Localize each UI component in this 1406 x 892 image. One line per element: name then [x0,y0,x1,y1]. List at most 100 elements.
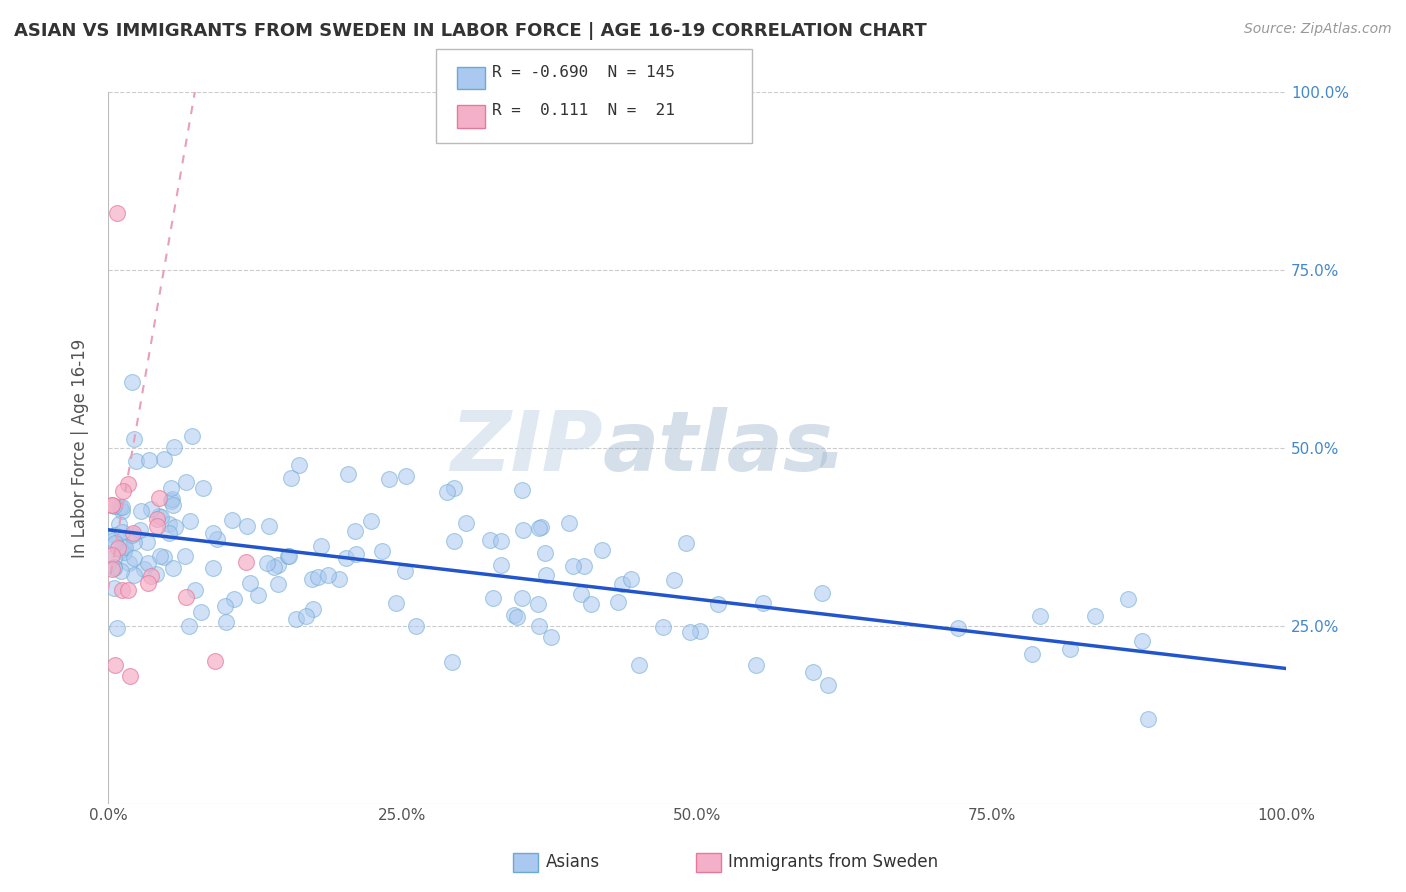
Point [1116,592,1139,607]
Point [205,533,228,547]
Point [506,610,529,624]
Text: Source: ZipAtlas.com: Source: ZipAtlas.com [1244,22,1392,37]
Point [112,544,135,558]
Text: Asians: Asians [546,853,599,871]
Point [344,547,367,561]
Point [489,558,512,573]
Point [343,524,366,539]
Point [148,491,170,505]
Point [1059,641,1081,656]
Point [443,534,465,549]
Point [801,665,824,680]
Point [153,452,176,467]
Point [100,498,122,512]
Point [572,559,595,574]
Point [540,630,562,644]
Point [309,539,332,553]
Point [239,576,262,591]
Point [145,566,167,581]
Text: ZIP: ZIP [450,408,603,489]
Point [534,567,557,582]
Point [256,556,278,570]
Point [103,560,125,574]
Point [335,550,357,565]
Point [157,517,180,532]
Point [527,521,550,535]
Point [100,548,122,562]
Point [110,565,132,579]
Point [136,557,159,571]
Point [295,608,318,623]
Point [145,512,167,526]
Point [122,535,145,549]
Point [111,503,134,517]
Point [527,597,550,611]
Point [163,441,186,455]
Point [125,454,148,468]
Point [456,516,478,530]
Point [607,595,630,609]
Point [370,544,392,558]
Point [707,597,730,611]
Point [162,561,184,575]
Point [263,560,285,574]
Point [103,581,125,595]
Point [533,546,555,560]
Point [121,526,143,541]
Point [288,458,311,472]
Point [360,514,382,528]
Y-axis label: In Labor Force | Age 16-19: In Labor Force | Age 16-19 [72,338,89,558]
Point [103,550,125,565]
Text: R =  0.111  N =  21: R = 0.111 N = 21 [492,103,675,118]
Point [121,375,143,389]
Point [257,519,280,533]
Point [302,601,325,615]
Point [236,518,259,533]
Point [689,624,711,638]
Point [103,560,125,574]
Point [204,654,226,668]
Point [191,481,214,495]
Text: atlas: atlas [603,408,834,489]
Point [108,543,131,558]
Point [103,527,125,541]
Point [149,549,172,563]
Point [100,498,122,512]
Point [138,453,160,467]
Point [108,500,131,515]
Point [104,535,127,549]
Point [122,551,145,566]
Point [136,535,159,549]
Point [752,596,775,610]
Point [157,525,180,540]
Point [141,569,163,583]
Point [152,550,174,565]
Point [628,658,651,673]
Point [159,481,181,495]
Point [179,514,201,528]
Point [162,491,184,506]
Point [489,534,512,549]
Point [1028,609,1050,624]
Point [385,596,408,610]
Point [100,562,122,576]
Point [129,523,152,537]
Point [184,582,207,597]
Point [146,519,169,533]
Point [163,520,186,534]
Point [337,467,360,482]
Point [174,475,197,489]
Text: .: . [814,404,846,485]
Point [478,533,501,547]
Point [277,549,299,563]
Point [328,572,350,586]
Point [318,568,340,582]
Point [202,560,225,574]
Point [510,483,533,497]
Point [620,572,643,586]
Point [214,599,236,613]
Point [948,621,970,635]
Text: R = -0.690  N = 145: R = -0.690 N = 145 [492,65,675,80]
Point [103,533,125,547]
Point [307,570,329,584]
